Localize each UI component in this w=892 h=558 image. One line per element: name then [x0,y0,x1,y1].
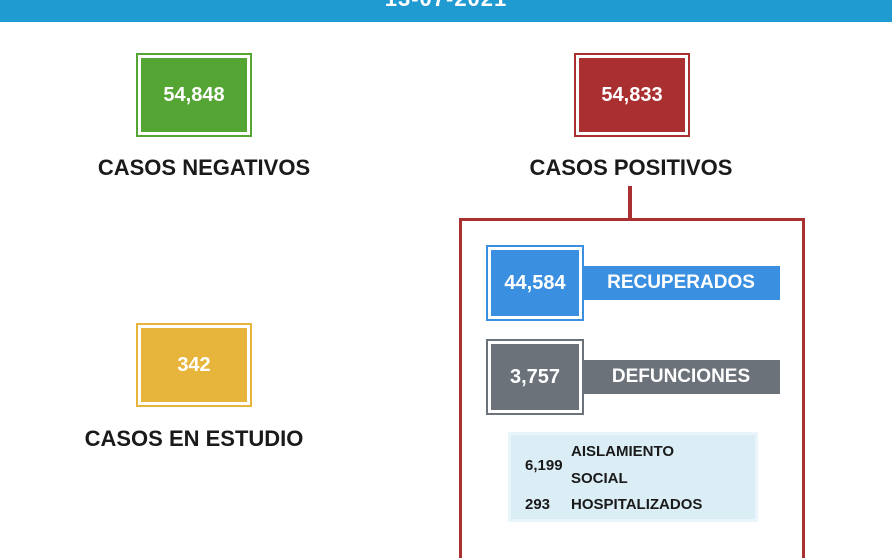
recovered-label-bar: RECUPERADOS [582,266,780,300]
negative-cases-label: CASOS NEGATIVOS [97,155,311,180]
recovered-value-box: 44,584 [486,245,584,321]
detail-box: 6,199 AISLAMIENTO SOCIAL 293 HOSPITALIZA… [508,432,758,522]
isolation-label-line1: AISLAMIENTO [571,443,675,460]
header-date: 13-07-2021 [0,0,892,12]
positive-cases-box: 54,833 [574,53,690,137]
deaths-label: DEFUNCIONES [611,366,751,387]
positive-cases-label: CASOS POSITIVOS [529,155,733,180]
study-cases-value: 342 [177,353,211,376]
study-cases-box: 342 [136,323,252,407]
deaths-value: 3,757 [509,365,561,388]
isolation-label-line2: SOCIAL [571,470,628,487]
study-cases-label: CASOS EN ESTUDIO [84,426,304,451]
positive-cases-value: 54,833 [601,83,663,106]
header-bar: 13-07-2021 [0,0,892,22]
positive-connector-line [628,186,632,220]
negative-cases-box: 54,848 [136,53,252,137]
deaths-label-bar: DEFUNCIONES [582,360,780,394]
recovered-label: RECUPERADOS [607,272,755,293]
hospitalized-value: 293 [525,496,551,513]
negative-cases-value: 54,848 [163,83,225,106]
hospitalized-label: HOSPITALIZADOS [571,496,703,513]
positive-breakdown-panel [459,218,805,558]
isolation-value: 6,199 [525,457,563,474]
deaths-value-box: 3,757 [486,339,584,415]
recovered-value: 44,584 [504,271,566,294]
